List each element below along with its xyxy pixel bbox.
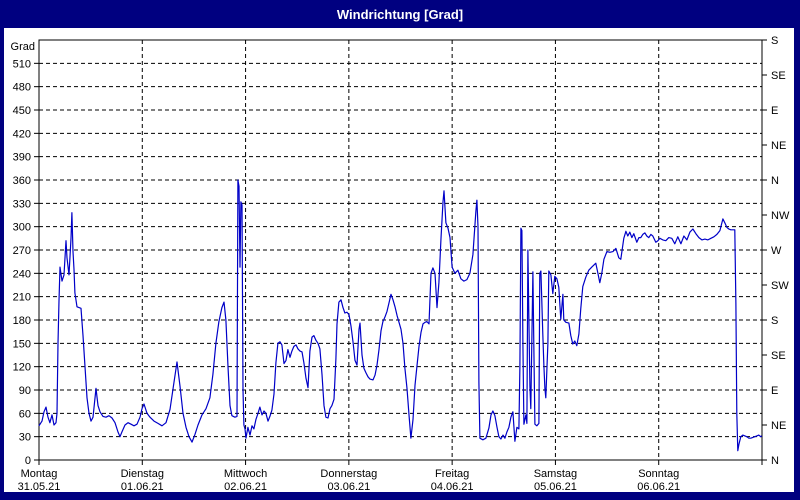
- y-axis-unit-label: Grad: [11, 41, 35, 53]
- y-axis-tick-label: 270: [13, 245, 31, 257]
- y-axis-tick-label: 480: [13, 82, 31, 94]
- compass-tick-label: NE: [771, 140, 786, 152]
- day-date-label: 01.06.21: [121, 481, 164, 492]
- compass-tick-label: NW: [771, 210, 790, 222]
- compass-tick-label: NE: [771, 420, 786, 432]
- compass-tick-label: W: [771, 245, 782, 257]
- y-axis-tick-label: 90: [19, 385, 31, 397]
- window-titlebar: Windrichtung [Grad]: [0, 0, 800, 28]
- y-axis-tick-label: 510: [13, 58, 31, 70]
- day-name-label: Freitag: [435, 468, 469, 480]
- day-name-label: Dienstag: [121, 468, 164, 480]
- chart-panel: 0 30 60 90 120 150 180 210 240 270 300 330 360 390 420…: [4, 28, 794, 493]
- day-date-label: 06.06.21: [637, 481, 680, 492]
- compass-tick-label: S: [771, 315, 778, 327]
- y-axis-tick-label: 0: [25, 455, 31, 467]
- y-axis-tick-label: 150: [13, 338, 31, 350]
- day-name-label: Donnerstag: [320, 468, 377, 480]
- y-axis-tick-label: 360: [13, 175, 31, 187]
- y-axis-tick-label: 240: [13, 268, 31, 280]
- compass-tick-label: E: [771, 385, 778, 397]
- day-name-label: Sonntag: [638, 468, 679, 480]
- day-date-label: 31.05.21: [18, 481, 61, 492]
- compass-tick-label: SE: [771, 70, 786, 82]
- day-date-label: 02.06.21: [224, 481, 267, 492]
- wind-direction-chart: 0 30 60 90 120 150 180 210 240 270 300 330 360 390 420…: [11, 35, 790, 493]
- day-date-label: 04.06.21: [431, 481, 474, 492]
- day-date-label: 05.06.21: [534, 481, 577, 492]
- day-name-label: Montag: [21, 468, 58, 480]
- compass-tick-label: SE: [771, 350, 786, 362]
- compass-tick-label: N: [771, 175, 779, 187]
- y-axis-tick-label: 30: [19, 432, 31, 444]
- y-axis-tick-label: 330: [13, 198, 31, 210]
- compass-tick-label: E: [771, 105, 778, 117]
- day-date-label: 03.06.21: [327, 481, 370, 492]
- y-axis-tick-label: 450: [13, 105, 31, 117]
- compass-tick-label: S: [771, 35, 778, 47]
- compass-tick-label: N: [771, 455, 779, 467]
- wind-direction-line: [38, 179, 763, 452]
- window-title: Windrichtung [Grad]: [336, 6, 464, 22]
- compass-tick-label: SW: [771, 280, 789, 292]
- y-axis-tick-label: 390: [13, 152, 31, 164]
- day-name-label: Mittwoch: [224, 468, 267, 480]
- y-axis-tick-label: 60: [19, 408, 31, 420]
- y-axis-tick-label: 210: [13, 292, 31, 304]
- y-axis-tick-label: 180: [13, 315, 31, 327]
- y-axis-tick-label: 420: [13, 128, 31, 140]
- day-name-label: Samstag: [534, 468, 577, 480]
- y-axis-tick-label: 120: [13, 362, 31, 374]
- y-axis-tick-label: 300: [13, 222, 31, 234]
